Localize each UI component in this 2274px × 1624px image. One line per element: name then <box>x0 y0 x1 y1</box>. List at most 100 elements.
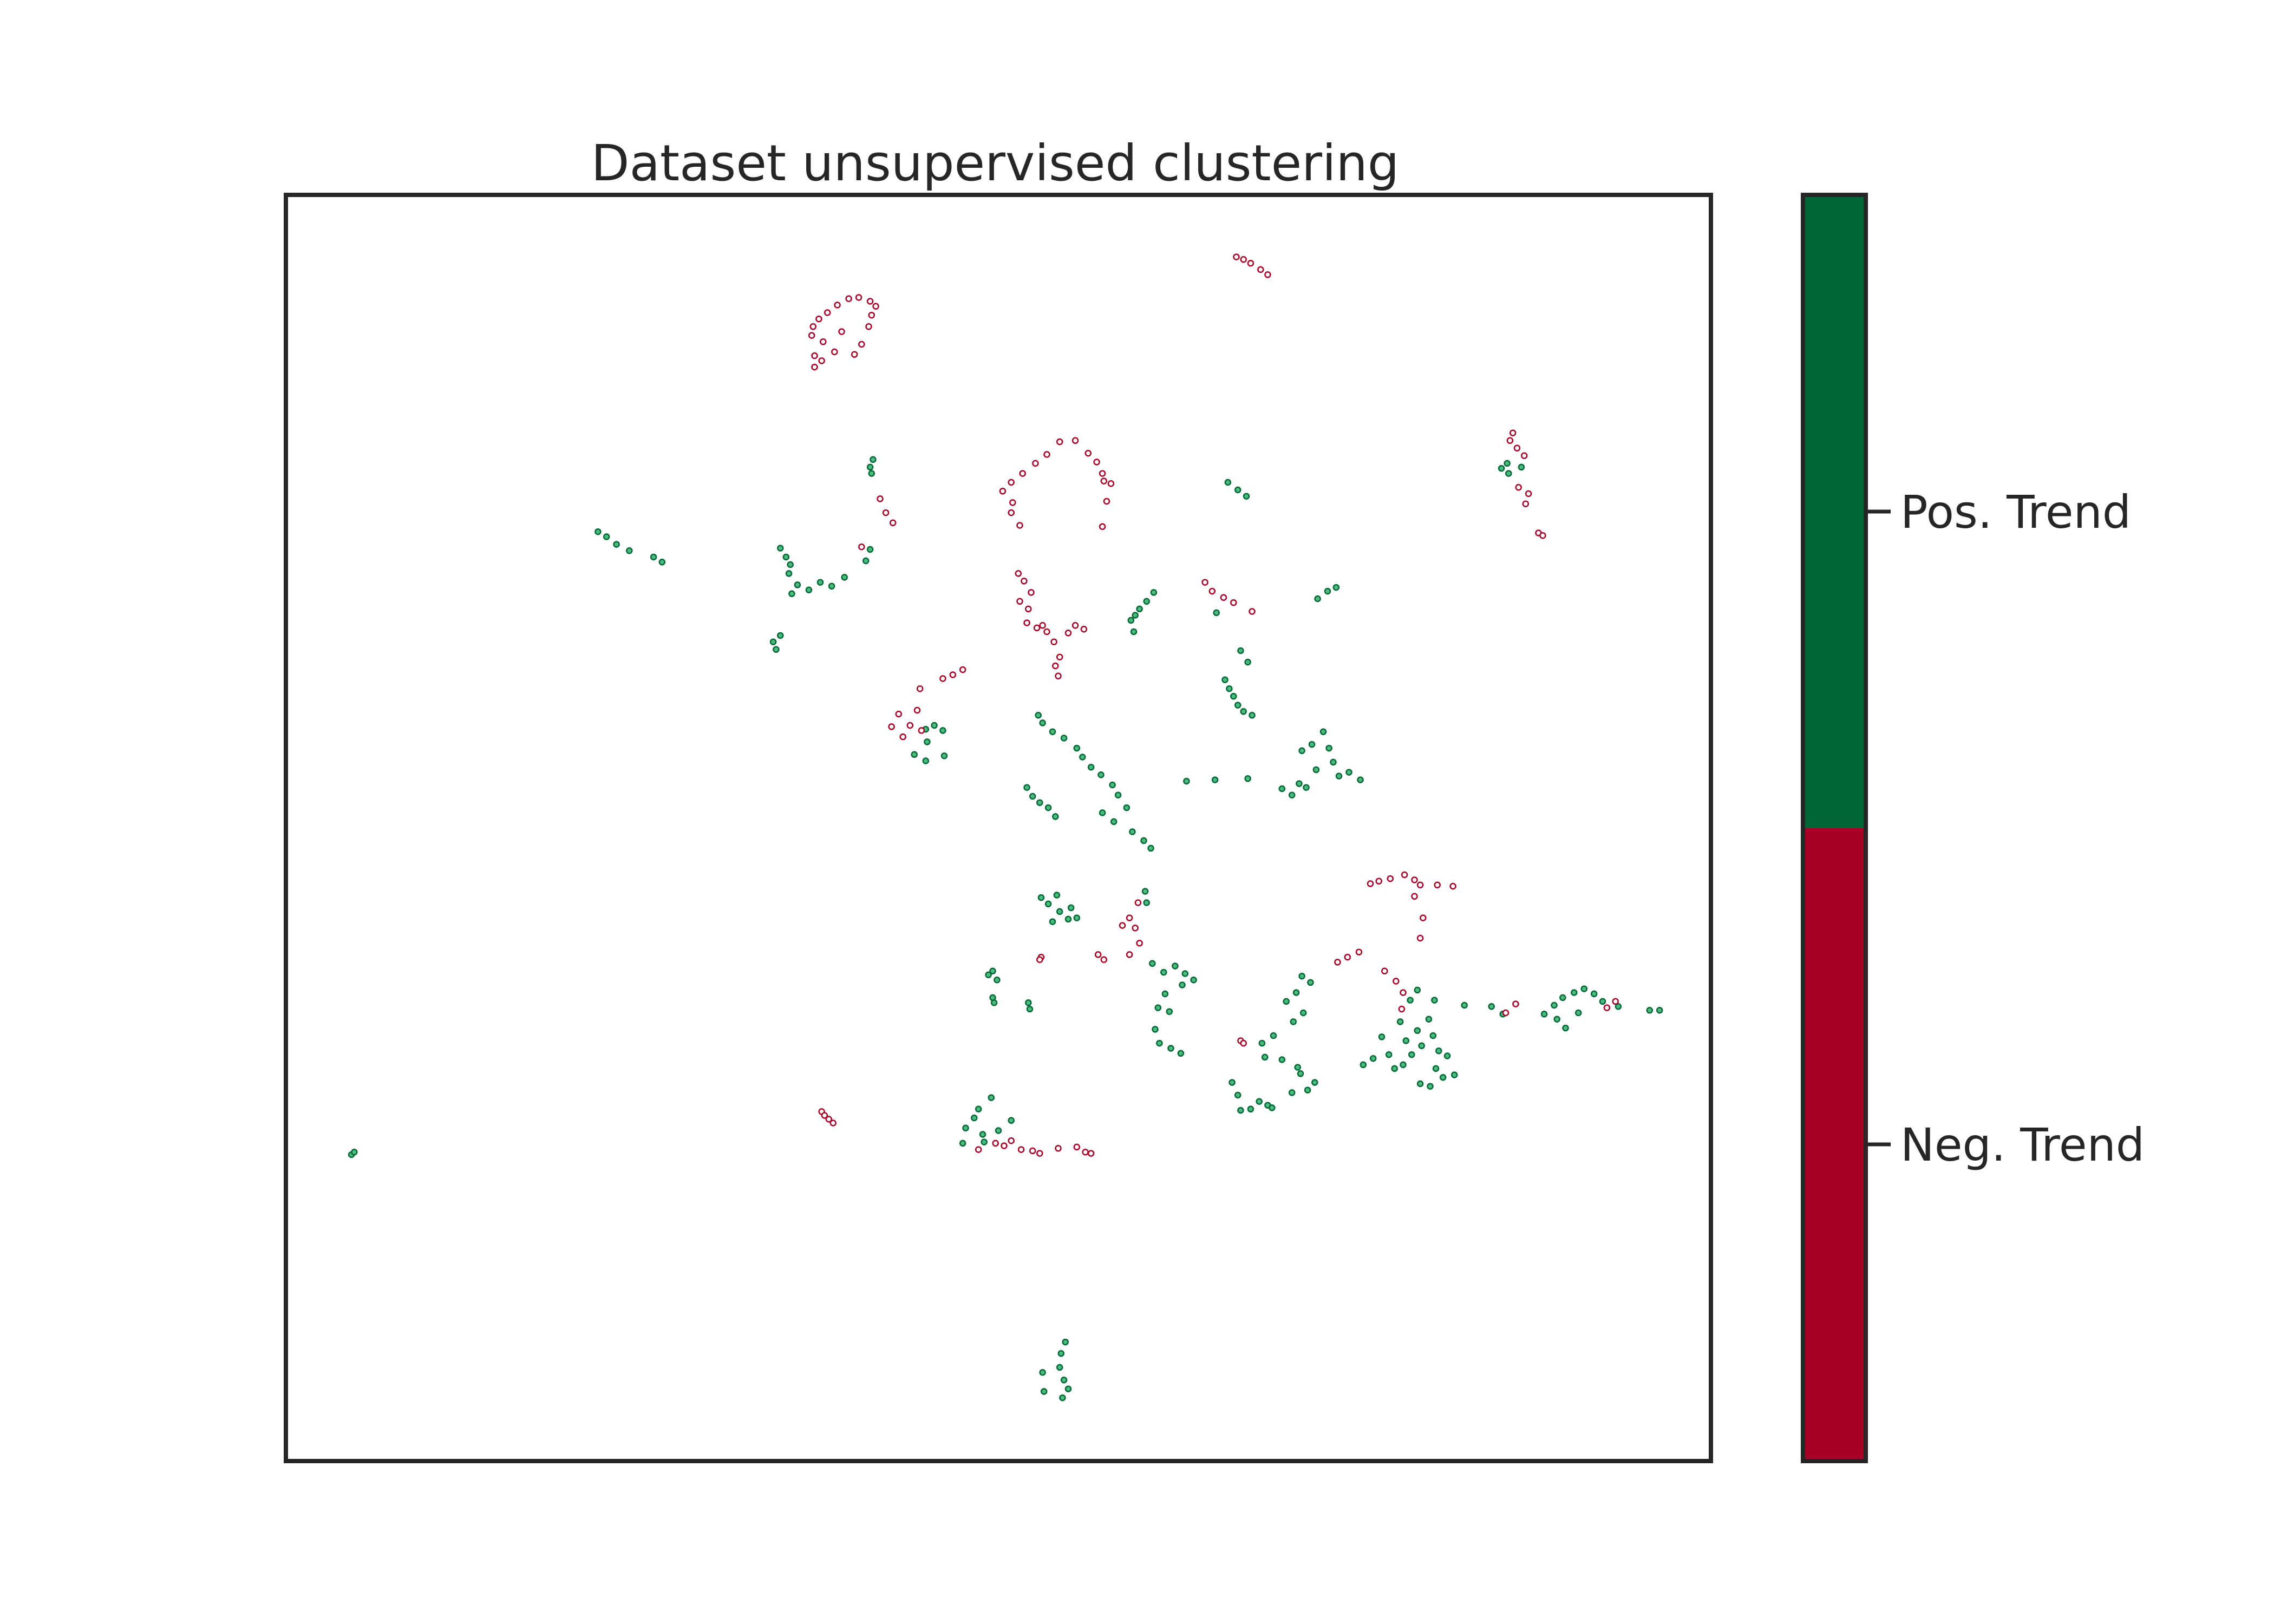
point-neg-trend <box>851 351 858 358</box>
point-pos-trend <box>1562 1024 1569 1032</box>
point-pos-trend <box>989 994 996 1001</box>
point-pos-trend <box>994 976 1001 984</box>
point-pos-trend <box>1229 1079 1236 1086</box>
point-pos-trend <box>1110 818 1118 826</box>
point-neg-trend <box>1071 622 1079 629</box>
point-pos-trend <box>1136 605 1143 613</box>
point-pos-trend <box>1418 1042 1425 1050</box>
point-pos-trend <box>1332 584 1340 591</box>
point-neg-trend <box>1136 940 1143 947</box>
point-pos-trend <box>1059 1394 1066 1402</box>
point-neg-trend <box>1126 951 1133 958</box>
point-pos-trend <box>1049 918 1056 925</box>
point-neg-trend <box>858 340 865 348</box>
point-pos-trend <box>1314 595 1321 603</box>
point-pos-trend <box>1152 1026 1159 1033</box>
point-neg-trend <box>1107 480 1115 487</box>
point-neg-trend <box>1233 253 1240 260</box>
point-pos-trend <box>1060 1377 1068 1384</box>
point-neg-trend <box>1603 1004 1611 1011</box>
point-pos-trend <box>1249 712 1256 719</box>
point-neg-trend <box>1367 880 1374 887</box>
point-pos-trend <box>1190 976 1197 984</box>
point-pos-trend <box>1294 1064 1301 1071</box>
point-neg-trend <box>1513 444 1521 452</box>
point-pos-trend <box>1154 1004 1162 1011</box>
point-neg-trend <box>1247 260 1254 267</box>
point-pos-trend <box>1052 813 1059 820</box>
point-pos-trend <box>1298 747 1305 755</box>
point-neg-trend <box>882 509 890 516</box>
point-neg-trend <box>1029 1147 1036 1155</box>
point-pos-trend <box>1345 769 1352 776</box>
point-pos-trend <box>1181 970 1189 977</box>
point-pos-trend <box>1060 735 1068 742</box>
point-pos-trend <box>1026 1005 1034 1013</box>
point-pos-trend <box>816 579 824 586</box>
point-pos-trend <box>1414 986 1421 994</box>
point-neg-trend <box>1434 881 1441 889</box>
point-pos-trend <box>1297 1070 1304 1077</box>
point-pos-trend <box>959 1140 966 1147</box>
point-neg-trend <box>825 1116 833 1123</box>
point-pos-trend <box>870 456 877 463</box>
point-pos-trend <box>1439 1074 1447 1081</box>
point-pos-trend <box>995 1127 1002 1134</box>
point-pos-trend <box>1278 1056 1286 1063</box>
point-pos-trend <box>769 638 777 645</box>
point-pos-trend <box>1166 1008 1173 1015</box>
point-neg-trend <box>1201 579 1208 586</box>
point-pos-trend <box>866 546 874 553</box>
point-pos-trend <box>1141 888 1149 895</box>
point-pos-trend <box>989 967 996 975</box>
point-pos-trend <box>828 582 835 590</box>
point-pos-trend <box>1167 1045 1174 1052</box>
point-pos-trend <box>1179 981 1186 988</box>
point-neg-trend <box>1132 925 1139 932</box>
point-pos-trend <box>1172 962 1179 970</box>
point-neg-trend <box>808 332 815 339</box>
point-neg-trend <box>1080 626 1088 633</box>
point-pos-trend <box>1053 892 1061 899</box>
point-neg-trend <box>811 363 818 371</box>
point-pos-trend <box>1079 754 1086 761</box>
point-neg-trend <box>1411 876 1418 883</box>
point-pos-trend <box>1143 598 1150 605</box>
point-pos-trend <box>931 722 938 729</box>
point-neg-trend <box>821 1112 828 1119</box>
point-pos-trend <box>1427 1083 1434 1090</box>
point-pos-trend <box>782 553 790 561</box>
point-neg-trend <box>1023 619 1030 626</box>
point-neg-trend <box>1355 948 1363 955</box>
point-neg-trend <box>1522 500 1530 507</box>
colorbar-frame <box>1801 193 1868 1463</box>
point-pos-trend <box>979 1131 986 1138</box>
point-pos-trend <box>1127 617 1135 624</box>
point-neg-trend <box>916 685 924 692</box>
point-neg-trend <box>1001 1142 1008 1149</box>
point-pos-trend <box>1029 793 1036 800</box>
point-pos-trend <box>1129 828 1136 835</box>
chart-title: Dataset unsupervised clustering <box>591 134 1400 192</box>
point-neg-trend <box>1016 522 1023 529</box>
point-pos-trend <box>1067 904 1075 912</box>
point-neg-trend <box>877 495 884 502</box>
point-pos-trend <box>1429 1032 1437 1039</box>
point-pos-trend <box>1269 1104 1276 1111</box>
point-neg-trend <box>1050 638 1057 645</box>
point-neg-trend <box>1082 1149 1089 1156</box>
point-neg-trend <box>1100 477 1108 484</box>
point-neg-trend <box>1016 598 1023 605</box>
point-pos-trend <box>1416 1080 1424 1088</box>
point-neg-trend <box>1449 882 1456 890</box>
point-pos-trend <box>1369 1055 1377 1062</box>
point-pos-trend <box>1147 844 1154 852</box>
point-neg-trend <box>1015 570 1022 577</box>
point-pos-trend <box>773 646 780 653</box>
point-neg-trend <box>1264 271 1271 278</box>
point-pos-trend <box>1234 702 1241 709</box>
point-pos-trend <box>1177 1050 1185 1057</box>
point-neg-trend <box>1025 605 1032 613</box>
point-pos-trend <box>1244 658 1251 666</box>
point-neg-trend <box>918 727 925 734</box>
